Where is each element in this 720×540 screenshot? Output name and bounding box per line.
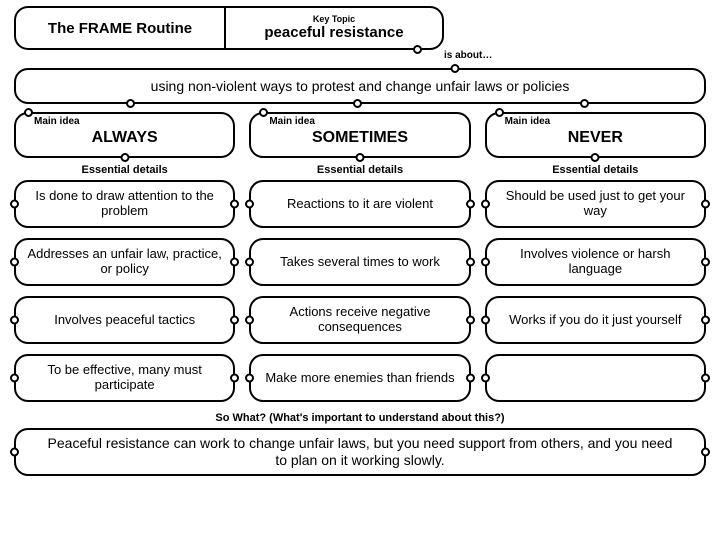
connector-dot (481, 374, 490, 383)
connector-dot (466, 316, 475, 325)
detail-text: Reactions to it are violent (287, 197, 433, 212)
detail-text: Is done to draw attention to the problem (24, 189, 225, 219)
connector-dot (245, 200, 254, 209)
connector-dot (120, 153, 129, 162)
main-idea-label: Main idea (505, 116, 551, 127)
main-idea-heading: NEVER (568, 129, 623, 147)
detail-box: Make more enemies than friends (249, 354, 470, 402)
connector-dot (701, 200, 710, 209)
main-idea-heading: SOMETIMES (312, 129, 408, 147)
main-idea-heading: ALWAYS (92, 129, 158, 147)
connector-dot (591, 153, 600, 162)
connector-dot (10, 258, 19, 267)
key-topic-label: Key Topic (313, 15, 355, 24)
main-idea-never: Main idea NEVER (485, 112, 706, 158)
connector-dot (355, 153, 364, 162)
connector-dot (10, 374, 19, 383)
detail-box (485, 354, 706, 402)
connector-dot (230, 200, 239, 209)
detail-box: Should be used just to get your way (485, 180, 706, 228)
connector-dot (466, 258, 475, 267)
detail-text: Involves violence or harsh language (495, 247, 696, 277)
connector-dot (245, 258, 254, 267)
key-topic-value: peaceful resistance (264, 24, 403, 41)
connector-dot (353, 99, 362, 108)
connector-dot (481, 316, 490, 325)
detail-text: Make more enemies than friends (265, 371, 454, 386)
main-idea-always: Main idea ALWAYS (14, 112, 235, 158)
connector-dot (451, 64, 460, 73)
conclusion-text: Peaceful resistance can work to change u… (46, 435, 674, 469)
detail-text: Works if you do it just yourself (509, 313, 681, 328)
key-topic-cell: Key Topic peaceful resistance (224, 6, 444, 50)
is-about-label: is about… (444, 50, 492, 61)
connector-dot (10, 316, 19, 325)
connector-dot (413, 45, 422, 54)
detail-box: Involves peaceful tactics (14, 296, 235, 344)
connector-dot (245, 374, 254, 383)
main-idea-label: Main idea (34, 116, 80, 127)
routine-title: The FRAME Routine (14, 6, 224, 50)
essential-details-label: Essential details (249, 164, 470, 176)
connector-dot (245, 316, 254, 325)
connector-dot (495, 108, 504, 117)
detail-box: Involves violence or harsh language (485, 238, 706, 286)
connector-dot (701, 316, 710, 325)
detail-text: Involves peaceful tactics (54, 313, 195, 328)
detail-box: Works if you do it just yourself (485, 296, 706, 344)
connector-dot (10, 200, 19, 209)
detail-box: Takes several times to work (249, 238, 470, 286)
column-never: Main idea NEVER Essential details Should… (485, 112, 706, 412)
definition-box: using non-violent ways to protest and ch… (14, 68, 706, 104)
definition-text: using non-violent ways to protest and ch… (151, 78, 570, 94)
detail-box: Addresses an unfair law, practice, or po… (14, 238, 235, 286)
connector-dot (580, 99, 589, 108)
connector-dot (24, 108, 33, 117)
connector-dot (481, 258, 490, 267)
detail-text: Addresses an unfair law, practice, or po… (24, 247, 225, 277)
essential-details-label: Essential details (485, 164, 706, 176)
connector-dot (466, 200, 475, 209)
detail-box: Actions receive negative consequences (249, 296, 470, 344)
connector-dot (466, 374, 475, 383)
connector-dot (230, 258, 239, 267)
conclusion-box: Peaceful resistance can work to change u… (14, 428, 706, 476)
connector-dot (10, 448, 19, 457)
so-what-label: So What? (What's important to understand… (14, 412, 706, 424)
header-row: The FRAME Routine Key Topic peaceful res… (14, 6, 706, 50)
detail-text: Takes several times to work (280, 255, 440, 270)
detail-box: Is done to draw attention to the problem (14, 180, 235, 228)
connector-dot (701, 448, 710, 457)
columns-container: Main idea ALWAYS Essential details Is do… (14, 112, 706, 412)
connector-dot (701, 374, 710, 383)
detail-box: Reactions to it are violent (249, 180, 470, 228)
main-idea-label: Main idea (269, 116, 315, 127)
detail-box: To be effective, many must participate (14, 354, 235, 402)
column-sometimes: Main idea SOMETIMES Essential details Re… (249, 112, 470, 412)
connector-dot (481, 200, 490, 209)
detail-text: Should be used just to get your way (495, 189, 696, 219)
connector-dot (230, 316, 239, 325)
connector-dot (230, 374, 239, 383)
connector-dot (701, 258, 710, 267)
detail-text: To be effective, many must participate (24, 363, 225, 393)
column-always: Main idea ALWAYS Essential details Is do… (14, 112, 235, 412)
detail-text: Actions receive negative consequences (259, 305, 460, 335)
connector-dot (126, 99, 135, 108)
main-idea-sometimes: Main idea SOMETIMES (249, 112, 470, 158)
essential-details-label: Essential details (14, 164, 235, 176)
connector-dot (259, 108, 268, 117)
